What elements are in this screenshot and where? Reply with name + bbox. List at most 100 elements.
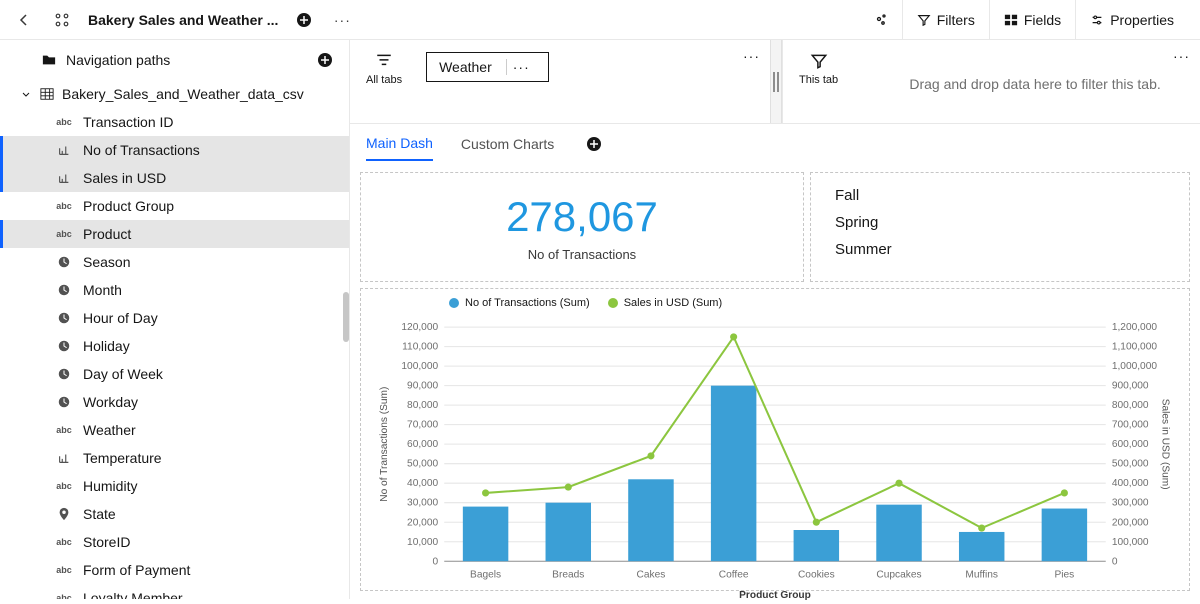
field-hour-of-day[interactable]: Hour of Day: [0, 304, 349, 332]
season-item[interactable]: Fall: [835, 187, 1165, 204]
field-product[interactable]: abcProduct: [0, 220, 349, 248]
field-label: Holiday: [83, 338, 130, 354]
svg-text:Coffee: Coffee: [719, 569, 749, 580]
field-label: Transaction ID: [83, 114, 174, 130]
field-label: Day of Week: [83, 366, 163, 382]
legend-item: Sales in USD (Sum): [608, 297, 722, 309]
field-label: Month: [83, 282, 122, 298]
svg-text:80,000: 80,000: [407, 400, 438, 411]
svg-text:500,000: 500,000: [1112, 459, 1149, 470]
add-tab[interactable]: [582, 132, 606, 156]
field-type-icon: [55, 171, 73, 185]
sidebar-resize-handle[interactable]: [343, 292, 349, 342]
svg-text:900,000: 900,000: [1112, 381, 1149, 392]
svg-text:100,000: 100,000: [1112, 537, 1149, 548]
field-month[interactable]: Month: [0, 276, 349, 304]
kpi-value: 278,067: [506, 193, 658, 241]
field-state[interactable]: State: [0, 500, 349, 528]
svg-text:100,000: 100,000: [401, 361, 438, 372]
field-label: Weather: [83, 422, 136, 438]
combo-chart: 010,00020,00030,00040,00050,00060,00070,…: [373, 319, 1177, 604]
svg-text:Product Group: Product Group: [739, 590, 811, 601]
field-day-of-week[interactable]: Day of Week: [0, 360, 349, 388]
this-tab-label: This tab: [799, 74, 838, 86]
field-type-icon: abc: [55, 201, 73, 211]
field-transaction-id[interactable]: abc Transaction ID: [0, 108, 349, 136]
field-temperature[interactable]: Temperature: [0, 444, 349, 472]
back-button[interactable]: [12, 8, 36, 32]
tab-main-dash[interactable]: Main Dash: [366, 127, 433, 161]
field-type-icon: abc: [55, 117, 73, 127]
assistant-button[interactable]: [858, 0, 902, 40]
dropzone-text: Drag and drop data here to filter this t…: [886, 52, 1184, 92]
field-weather[interactable]: abc Weather: [0, 416, 349, 444]
legend-item: No of Transactions (Sum): [449, 297, 590, 309]
svg-text:60,000: 60,000: [407, 439, 438, 450]
svg-text:120,000: 120,000: [401, 322, 438, 333]
nav-paths-label[interactable]: Navigation paths: [66, 52, 170, 68]
field-type-icon: [55, 283, 73, 297]
table-icon: [40, 87, 54, 101]
field-type-icon: [55, 395, 73, 409]
field-sales-in-usd[interactable]: Sales in USD: [0, 164, 349, 192]
weather-chip-more[interactable]: ···: [506, 59, 536, 75]
field-type-icon: abc: [55, 537, 73, 547]
filter-splitter[interactable]: [770, 40, 782, 123]
field-label: No of Transactions: [83, 142, 200, 158]
fields-button[interactable]: Fields: [989, 0, 1075, 40]
svg-text:20,000: 20,000: [407, 517, 438, 528]
field-loyalty-member[interactable]: abcLoyalty Member: [0, 584, 349, 599]
weather-filter-chip[interactable]: Weather ···: [426, 52, 549, 82]
chevron-down-icon: [20, 88, 32, 100]
field-workday[interactable]: Workday: [0, 388, 349, 416]
svg-text:40,000: 40,000: [407, 478, 438, 489]
add-nav-path[interactable]: [313, 48, 337, 72]
folder-icon: [42, 53, 56, 67]
svg-text:0: 0: [1112, 556, 1118, 567]
field-type-icon: abc: [55, 565, 73, 575]
field-no-of-transactions[interactable]: No of Transactions: [0, 136, 349, 164]
field-type-icon: abc: [55, 593, 73, 599]
all-tabs-label: All tabs: [366, 74, 402, 86]
add-button[interactable]: [292, 8, 316, 32]
data-source[interactable]: Bakery_Sales_and_Weather_data_csv: [0, 80, 349, 108]
svg-text:90,000: 90,000: [407, 381, 438, 392]
season-item[interactable]: Summer: [835, 241, 1165, 258]
field-season[interactable]: Season: [0, 248, 349, 276]
field-label: Temperature: [83, 450, 162, 466]
zone-more-right[interactable]: ···: [1173, 48, 1190, 64]
field-type-icon: abc: [55, 425, 73, 435]
svg-text:700,000: 700,000: [1112, 420, 1149, 431]
svg-text:1,200,000: 1,200,000: [1112, 322, 1158, 333]
more-button[interactable]: ···: [330, 8, 354, 32]
fields-label: Fields: [1024, 12, 1061, 28]
weather-chip-label: Weather: [439, 59, 492, 75]
field-label: Sales in USD: [83, 170, 166, 186]
properties-button[interactable]: Properties: [1075, 0, 1188, 40]
svg-text:Bagels: Bagels: [470, 569, 501, 580]
field-holiday[interactable]: Holiday: [0, 332, 349, 360]
season-card[interactable]: Fall Spring Summer: [810, 172, 1190, 282]
svg-text:Cupcakes: Cupcakes: [876, 569, 921, 580]
field-label: StoreID: [83, 534, 130, 550]
field-form-of-payment[interactable]: abcForm of Payment: [0, 556, 349, 584]
field-type-icon: [55, 367, 73, 381]
field-storeid[interactable]: abc StoreID: [0, 528, 349, 556]
chart-card[interactable]: No of Transactions (Sum) Sales in USD (Su…: [360, 288, 1190, 591]
field-product-group[interactable]: abcProduct Group: [0, 192, 349, 220]
tab-custom-charts[interactable]: Custom Charts: [461, 128, 554, 160]
field-humidity[interactable]: abcHumidity: [0, 472, 349, 500]
filter-this-icon: [810, 52, 828, 70]
field-type-icon: [55, 255, 73, 269]
svg-text:110,000: 110,000: [402, 342, 438, 353]
kpi-card[interactable]: 278,067 No of Transactions: [360, 172, 804, 282]
field-type-icon: [55, 143, 73, 157]
field-type-icon: [55, 339, 73, 353]
svg-text:No of Transactions (Sum): No of Transactions (Sum): [379, 387, 390, 502]
season-item[interactable]: Spring: [835, 214, 1165, 231]
zone-more-left[interactable]: ···: [743, 48, 760, 64]
hierarchy-icon[interactable]: [50, 8, 74, 32]
svg-text:30,000: 30,000: [407, 498, 438, 509]
field-label: Workday: [83, 394, 138, 410]
filters-button[interactable]: Filters: [902, 0, 989, 40]
